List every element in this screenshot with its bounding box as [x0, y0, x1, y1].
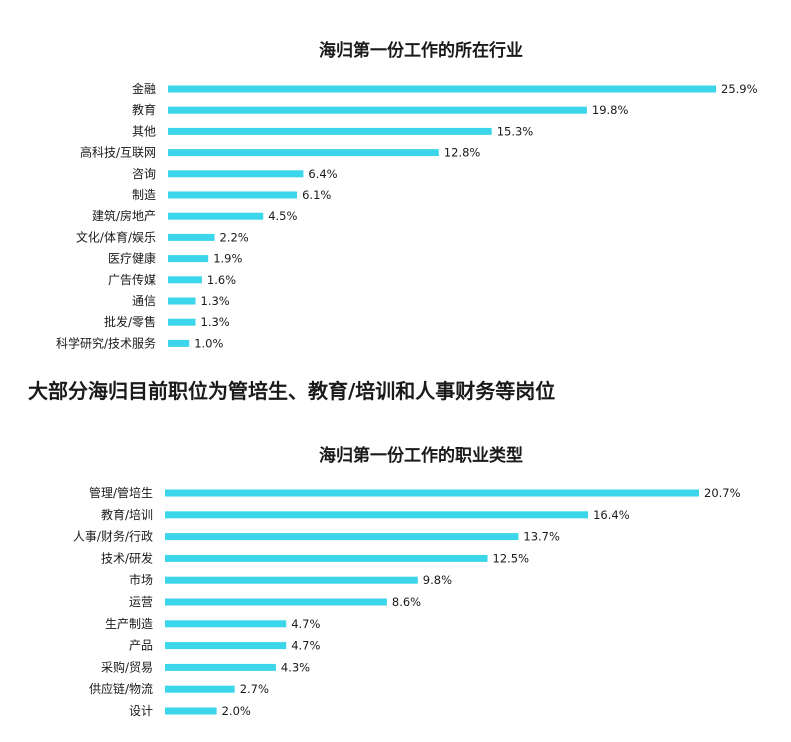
industry-value-label: 25.9% — [721, 82, 758, 96]
industry-value-label: 1.6% — [207, 273, 236, 287]
job-type-value-label: 2.0% — [222, 704, 251, 718]
section-heading: 大部分海归目前职位为管培生、教育/培训和人事财务等岗位 — [28, 379, 556, 403]
industry-value-label: 15.3% — [497, 124, 534, 138]
industry-bar — [168, 297, 196, 305]
industry-bar — [168, 212, 264, 220]
industry-category-label: 制造 — [132, 188, 156, 202]
job-type-category-label: 人事/财务/行政 — [73, 529, 153, 544]
industry-value-label: 1.9% — [213, 252, 242, 266]
job-type-bar — [165, 663, 276, 671]
industry-category-label: 咨询 — [132, 166, 156, 181]
job-type-category-label: 产品 — [129, 639, 153, 653]
industry-bar — [168, 339, 190, 347]
industry-value-label: 12.8% — [444, 146, 481, 160]
industry-bar — [168, 149, 439, 157]
job-type-category-label: 运营 — [129, 595, 153, 609]
job-type-value-label: 13.7% — [523, 530, 560, 544]
job-type-value-label: 12.5% — [493, 551, 530, 565]
job-type-category-label: 管理/管培生 — [89, 485, 153, 500]
industry-bar — [168, 85, 716, 93]
industry-bar — [168, 233, 215, 241]
industry-bar — [168, 255, 209, 263]
job-type-chart-title: 海归第一份工作的职业类型 — [319, 445, 523, 466]
industry-value-label: 19.8% — [592, 103, 629, 117]
job-type-bar — [165, 598, 387, 606]
industry-bar — [168, 170, 304, 178]
industry-chart-title: 海归第一份工作的所在行业 — [319, 40, 523, 61]
industry-category-label: 科学研究/技术服务 — [56, 335, 156, 350]
industry-category-label: 教育 — [132, 102, 156, 117]
industry-value-label: 1.3% — [201, 294, 230, 308]
job-type-value-label: 20.7% — [704, 486, 741, 500]
industry-category-label: 文化/体育/娱乐 — [76, 229, 156, 244]
industry-category-label: 高科技/互联网 — [80, 145, 156, 160]
industry-value-label: 2.2% — [220, 230, 249, 244]
industry-category-label: 建筑/房地产 — [92, 208, 156, 223]
job-type-category-label: 教育/培训 — [101, 507, 153, 522]
job-type-bar — [165, 620, 287, 628]
industry-bar — [168, 276, 202, 284]
job-type-bar — [165, 554, 488, 562]
job-type-category-label: 生产制造 — [105, 617, 153, 631]
industry-value-label: 1.3% — [201, 315, 230, 329]
industry-category-label: 通信 — [132, 294, 156, 308]
job-type-value-label: 4.7% — [291, 617, 320, 631]
job-type-value-label: 2.7% — [240, 682, 269, 696]
job-type-value-label: 16.4% — [593, 508, 630, 522]
industry-category-label: 医疗健康 — [108, 251, 156, 266]
job-type-bar — [165, 489, 699, 497]
industry-category-label: 金融 — [132, 81, 156, 96]
industry-value-label: 1.0% — [194, 336, 223, 350]
job-type-category-label: 供应链/物流 — [89, 681, 153, 696]
job-type-category-label: 采购/贸易 — [101, 659, 153, 674]
job-type-bar — [165, 511, 589, 519]
job-type-bar — [165, 642, 287, 650]
job-type-bar-chart: 海归第一份工作的职业类型 管理/管培生 20.7% 教育/培训 16.4% 人事/财务/… — [73, 445, 741, 718]
industry-bar — [168, 318, 196, 326]
job-type-value-label: 9.8% — [423, 573, 452, 587]
industry-bar — [168, 127, 492, 135]
industry-bar — [168, 106, 587, 114]
industry-value-label: 4.5% — [268, 209, 297, 223]
job-type-bar — [165, 576, 418, 584]
industry-category-label: 批发/零售 — [104, 314, 156, 329]
job-type-category-label: 市场 — [129, 572, 153, 587]
job-type-category-label: 设计 — [129, 704, 153, 718]
job-type-value-label: 4.7% — [291, 639, 320, 653]
industry-bar — [168, 191, 298, 199]
job-type-bar — [165, 533, 519, 541]
industry-value-label: 6.4% — [308, 167, 337, 181]
industry-bar-chart: 海归第一份工作的所在行业 金融 25.9% 教育 19.8% 其他 15.3% 高科技/互联… — [56, 40, 758, 350]
job-type-bar — [165, 685, 235, 693]
job-type-category-label: 技术/研发 — [101, 550, 153, 565]
job-type-value-label: 4.3% — [281, 660, 310, 674]
industry-value-label: 6.1% — [302, 188, 331, 202]
industry-category-label: 广告传媒 — [108, 272, 156, 287]
industry-category-label: 其他 — [132, 124, 156, 138]
job-type-value-label: 8.6% — [392, 595, 421, 609]
job-type-bar — [165, 707, 217, 715]
